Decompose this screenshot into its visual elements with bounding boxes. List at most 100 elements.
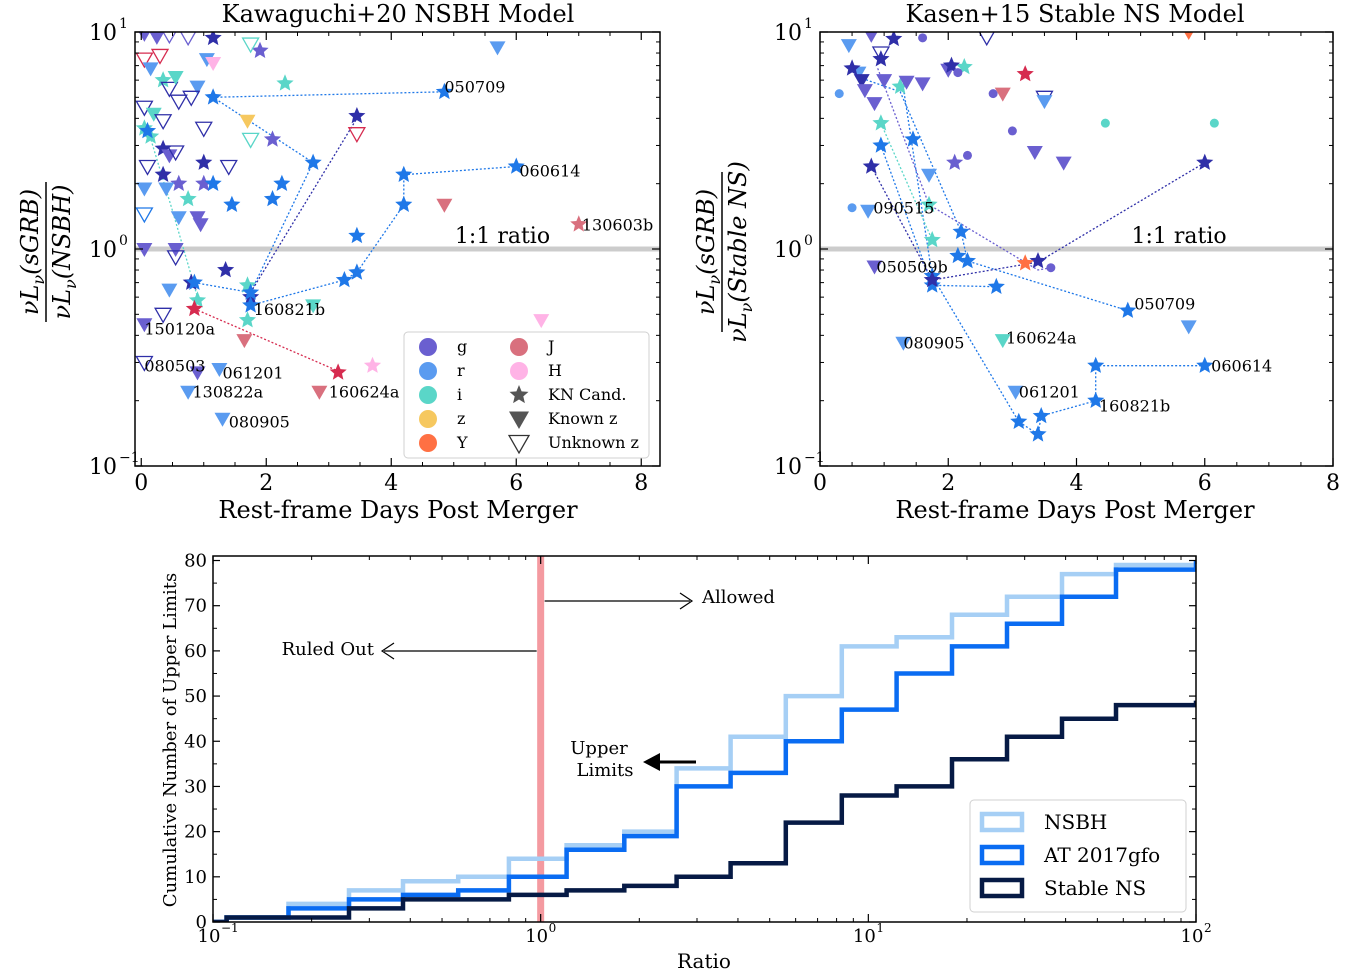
x-tick-exponent: 1 bbox=[876, 921, 884, 935]
panel-a-ylabel-numerator: νLν(sGRB) bbox=[16, 189, 48, 315]
data-point bbox=[872, 136, 890, 153]
legend-band-swatch bbox=[510, 338, 528, 356]
y-tick-label: 0 bbox=[196, 912, 207, 933]
panel-a-ylabel: νLν(sGRB) νLν(NSBH) bbox=[16, 182, 80, 322]
nsbh-ratio-panel: Kawaguchi+20 NSBH Model νLν(sGRB) νLν(NS… bbox=[16, 0, 661, 524]
annotation-label: 150120a bbox=[144, 320, 215, 339]
data-point bbox=[395, 195, 413, 212]
legend-band-label: z bbox=[457, 409, 465, 428]
data-point bbox=[136, 182, 153, 197]
y-tick-label: 10 bbox=[774, 238, 802, 263]
annotation-label: 060614 bbox=[1211, 357, 1272, 376]
data-point bbox=[1119, 301, 1137, 318]
x-tick-label: 4 bbox=[1070, 471, 1084, 496]
legend-marker-label: Known z bbox=[548, 409, 617, 428]
data-point bbox=[921, 168, 938, 183]
connector-line bbox=[870, 162, 1206, 281]
data-point bbox=[180, 32, 197, 47]
y-tick-exponent: 1 bbox=[119, 16, 128, 32]
data-point bbox=[872, 114, 890, 131]
panel-b-ylabel-denominator: νLν(Stable NS) bbox=[724, 161, 756, 343]
annotation-label: 160624a bbox=[329, 383, 400, 402]
data-point bbox=[223, 195, 241, 212]
data-point bbox=[182, 90, 201, 107]
annotation-label: 080503 bbox=[144, 357, 205, 376]
data-point bbox=[161, 283, 178, 298]
data-point bbox=[185, 273, 203, 290]
data-point bbox=[988, 89, 998, 99]
upper-limits-label-line1: Upper bbox=[570, 738, 628, 759]
annotation-label: 050709 bbox=[1134, 295, 1195, 314]
data-point bbox=[242, 296, 260, 313]
y-tick-label: 10 bbox=[774, 21, 802, 46]
x-tick-exponent: 2 bbox=[1204, 921, 1212, 935]
annotation-label: 160821b bbox=[254, 300, 325, 319]
y-tick-label: 80 bbox=[184, 551, 207, 572]
data-point bbox=[238, 311, 257, 328]
data-point bbox=[953, 68, 963, 78]
data-point bbox=[507, 157, 525, 174]
data-point bbox=[138, 159, 157, 176]
x-tick-label: 0 bbox=[134, 471, 148, 496]
legend-band-label: r bbox=[457, 361, 465, 380]
data-point bbox=[142, 62, 159, 77]
data-point bbox=[170, 174, 188, 191]
y-tick-label: 50 bbox=[184, 686, 207, 707]
ruled-out-arrow-head bbox=[380, 642, 395, 660]
data-point bbox=[1087, 356, 1105, 373]
data-point bbox=[866, 97, 883, 112]
data-point bbox=[154, 165, 172, 182]
legend-band-label: Y bbox=[456, 433, 468, 452]
data-point bbox=[217, 261, 235, 278]
plot-area bbox=[820, 32, 1333, 442]
data-point bbox=[847, 203, 857, 213]
y-tick-exponent: −1 bbox=[119, 450, 140, 466]
data-point bbox=[135, 207, 154, 224]
data-point bbox=[840, 39, 857, 54]
data-point bbox=[885, 32, 903, 47]
step-series-stable-ns bbox=[213, 700, 1196, 922]
data-point bbox=[949, 246, 967, 264]
connector-line bbox=[146, 128, 199, 298]
legend-band-swatch bbox=[510, 362, 528, 380]
data-point bbox=[219, 159, 238, 176]
data-point bbox=[914, 77, 931, 92]
legend-swatch bbox=[979, 877, 1025, 899]
data-point bbox=[895, 336, 912, 351]
data-point bbox=[154, 307, 173, 324]
panel-c-xlabel: Ratio bbox=[677, 949, 731, 973]
legend-label: NSBH bbox=[1044, 810, 1107, 834]
annotation-label: 050709 bbox=[444, 78, 505, 97]
x-tick-label: 2 bbox=[259, 471, 273, 496]
data-point bbox=[170, 211, 187, 226]
data-point bbox=[994, 87, 1011, 102]
data-point bbox=[978, 32, 995, 47]
data-point bbox=[192, 218, 209, 233]
data-point bbox=[866, 260, 883, 275]
data-point bbox=[920, 195, 938, 212]
data-point bbox=[154, 71, 172, 88]
data-point bbox=[214, 412, 231, 427]
data-point bbox=[188, 291, 207, 308]
data-point bbox=[1184, 32, 1194, 40]
legend-band-label: i bbox=[457, 385, 462, 404]
plot-area bbox=[213, 556, 1196, 922]
data-point bbox=[195, 153, 213, 170]
data-point bbox=[994, 334, 1011, 349]
data-point bbox=[160, 81, 179, 98]
data-point bbox=[853, 74, 870, 89]
connector-line bbox=[194, 91, 445, 294]
data-point bbox=[329, 363, 347, 380]
y-tick-label: 70 bbox=[184, 596, 207, 617]
data-point bbox=[1029, 252, 1047, 269]
data-point bbox=[1087, 391, 1105, 408]
data-point bbox=[251, 41, 269, 58]
y-tick-label: 40 bbox=[184, 731, 207, 752]
panel-b-ylabel: νLν(sGRB) νLν(Stable NS) bbox=[692, 161, 756, 343]
data-point bbox=[918, 33, 928, 43]
data-point bbox=[135, 52, 154, 69]
data-point bbox=[952, 222, 970, 240]
connector-line bbox=[880, 122, 933, 241]
data-point bbox=[872, 50, 890, 67]
